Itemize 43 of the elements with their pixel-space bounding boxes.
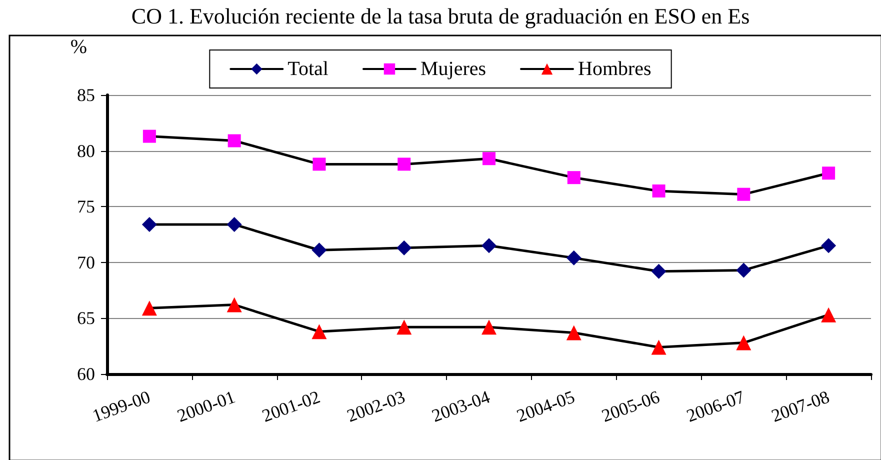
y-tick-label: 60: [77, 364, 95, 384]
point: [736, 335, 752, 350]
point: [226, 297, 242, 312]
point: [651, 264, 666, 279]
legend-label: Mujeres: [420, 58, 486, 80]
y-tick-label: 80: [77, 140, 95, 161]
point: [142, 130, 156, 143]
y-tick-label: 75: [77, 196, 95, 217]
point: [482, 152, 496, 166]
point: [398, 158, 411, 171]
point: [566, 325, 582, 340]
point: [482, 320, 496, 335]
x-tick-label: 1999-00: [90, 386, 153, 426]
legend-label: Hombres: [578, 58, 652, 80]
y-tick-label: 85: [77, 85, 95, 105]
point: [312, 242, 327, 258]
y-tick-label: 70: [77, 252, 95, 272]
x-tick-label: 2001-02: [259, 386, 323, 426]
point: [396, 240, 412, 256]
point: [312, 158, 326, 171]
x-tick-label: 2000-01: [174, 386, 238, 426]
point: [482, 238, 496, 254]
point: [142, 216, 157, 232]
point: [312, 324, 327, 340]
chart-title: CO 1. Evolución reciente de la tasa bruta de graduación en ESO en Es: [131, 4, 750, 28]
x-tick-label: 2007-08: [768, 386, 832, 426]
legend-label: Total: [288, 58, 329, 80]
point: [228, 134, 241, 148]
point: [651, 340, 666, 355]
point: [822, 166, 836, 180]
point: [396, 320, 412, 335]
point: [566, 250, 582, 266]
point: [821, 307, 836, 322]
point: [226, 216, 242, 232]
point: [567, 171, 580, 184]
point: [652, 184, 666, 198]
point: [736, 262, 752, 278]
x-tick-label: 2002-03: [344, 386, 408, 426]
y-axis-title: %: [70, 36, 87, 58]
y-tick-label: 65: [77, 308, 95, 328]
point: [142, 300, 157, 316]
point: [737, 188, 750, 201]
point: [821, 238, 836, 254]
